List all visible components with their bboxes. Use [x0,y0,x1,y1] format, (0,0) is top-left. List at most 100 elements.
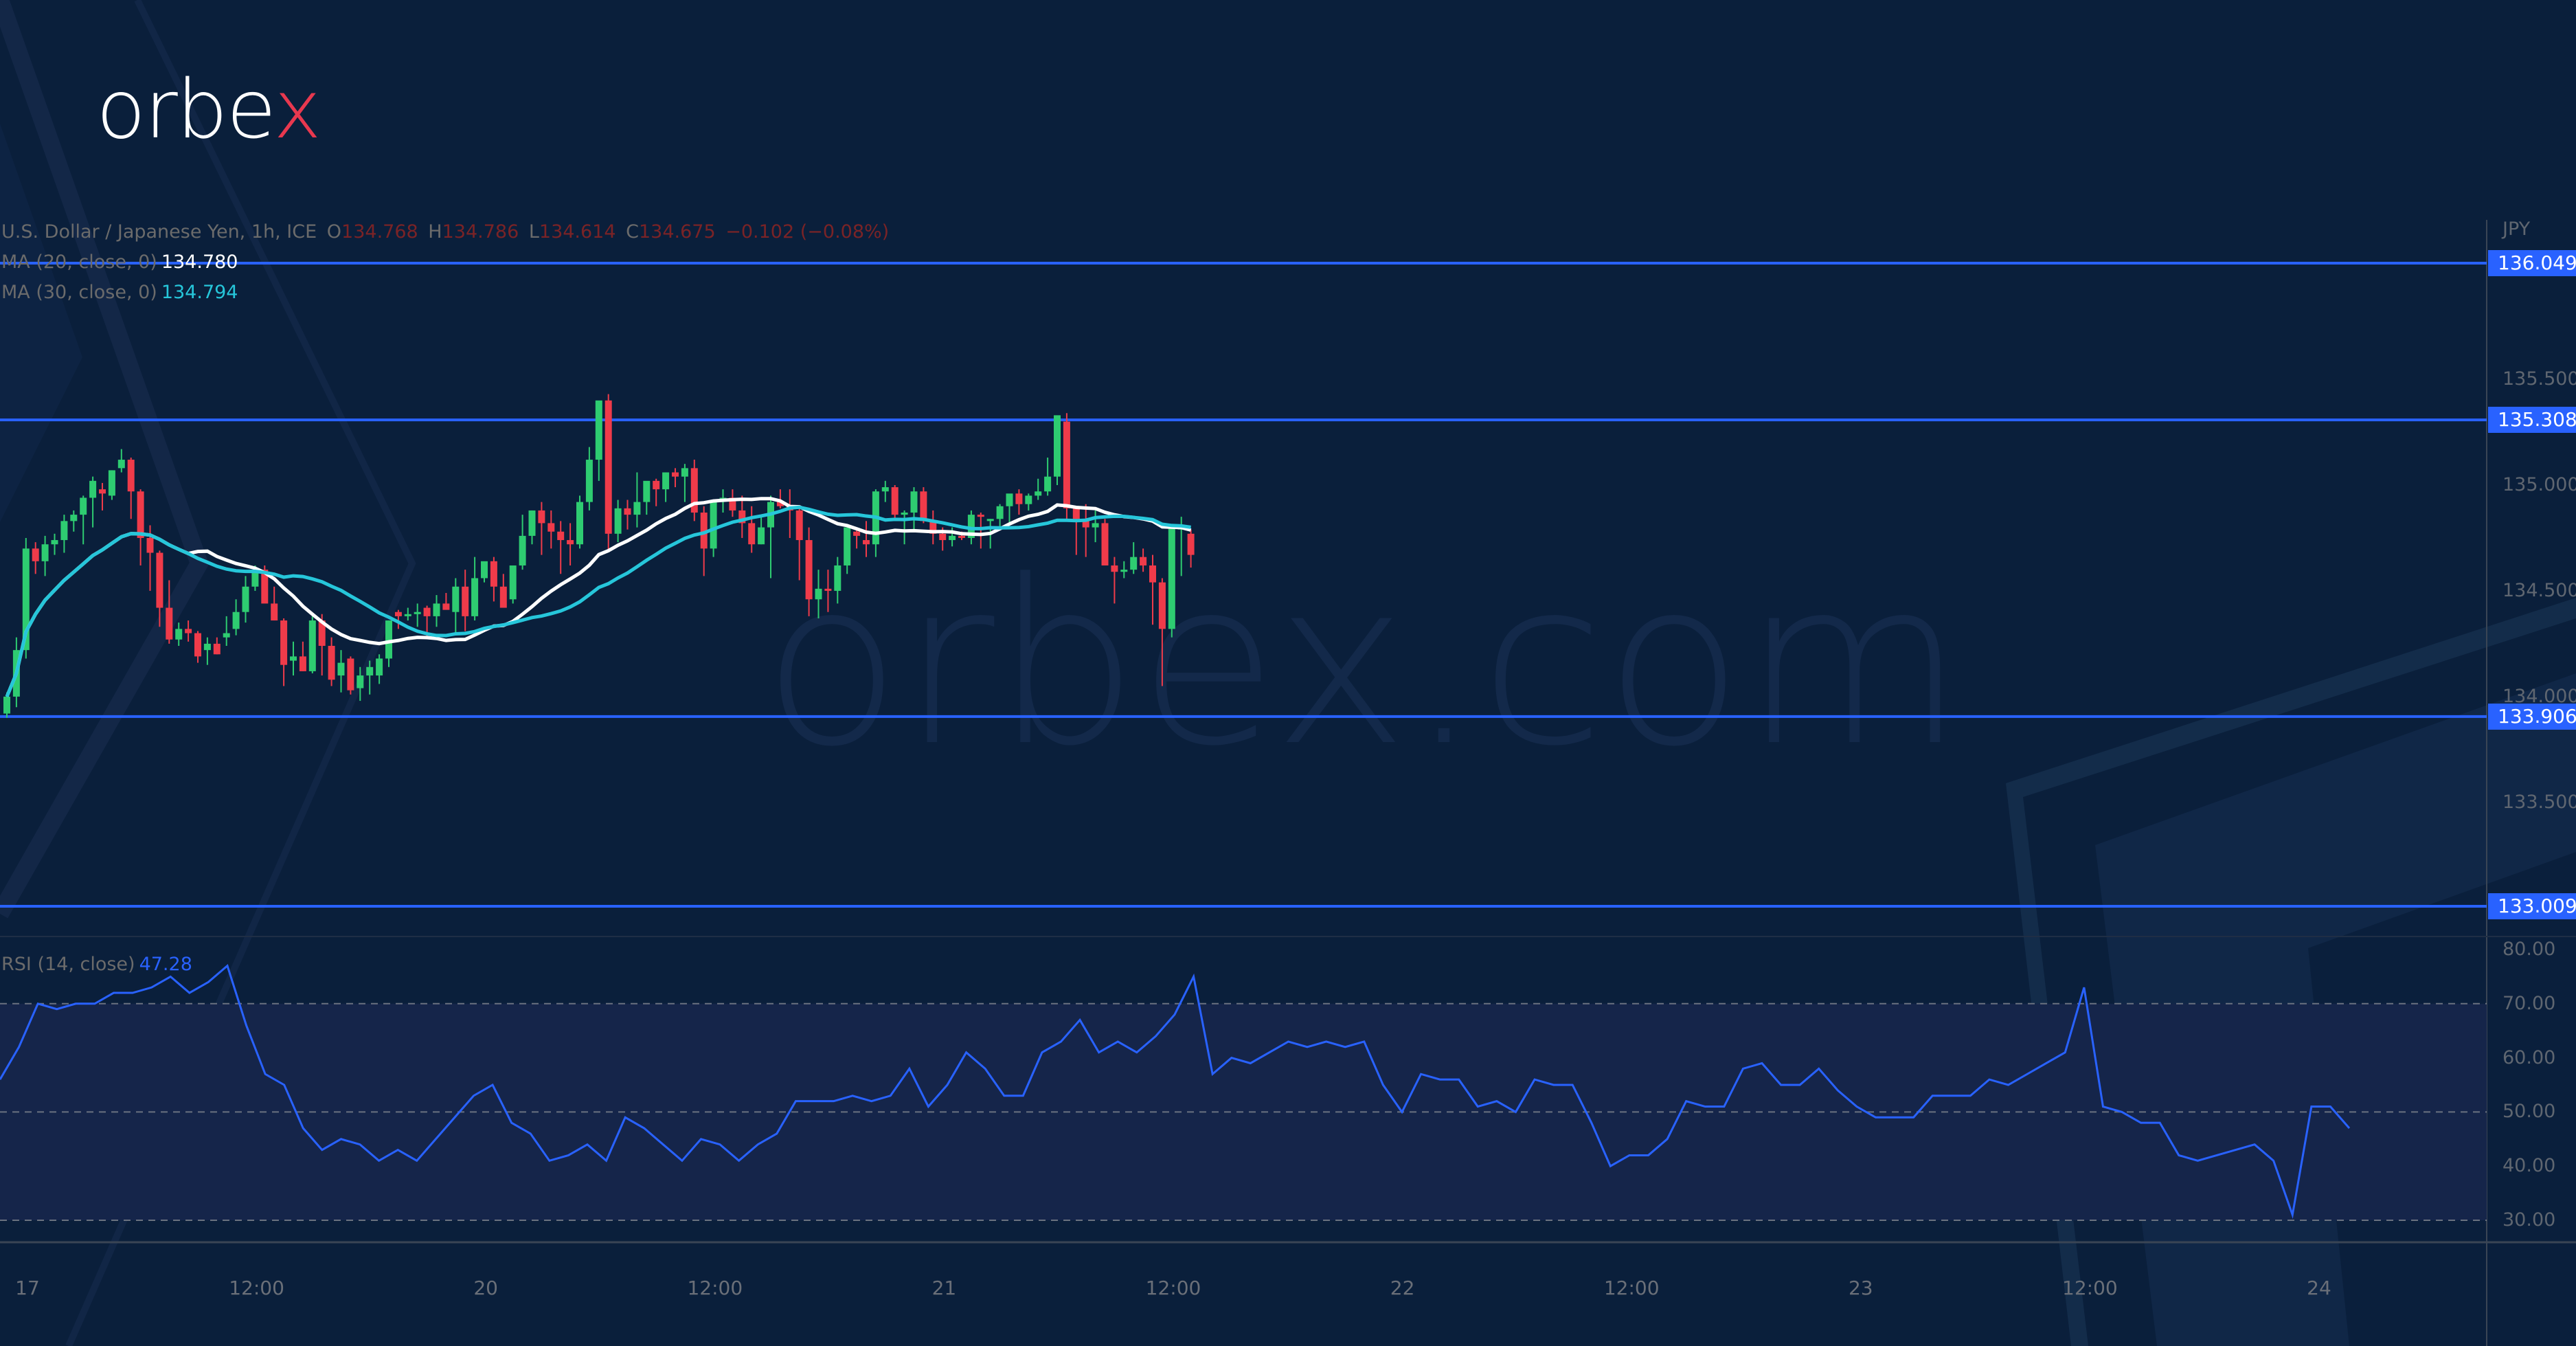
rsi-tick: 60.00 [2502,1046,2556,1068]
candle-body [528,510,536,536]
candle-body [1054,415,1061,477]
candle-body [949,535,956,541]
candle-body [242,586,249,612]
candle-body [805,540,813,600]
currency-label: JPY [2502,218,2531,240]
candle-body [194,633,201,657]
price-level-tag: 136.049 [2488,250,2576,276]
candle-body [70,515,78,521]
candle-body [1044,476,1052,492]
rsi-tick: 50.00 [2502,1101,2556,1123]
candle-body [996,506,1004,519]
candle-body [624,508,631,515]
candle-body [1035,491,1042,496]
candle-body [538,510,545,524]
price-level-tag: 135.308 [2488,407,2576,434]
candle-body [223,633,230,638]
price-tick: 135.000 [2502,473,2576,495]
rsi-line [0,964,2351,1220]
candle-body [452,586,460,612]
low-value: 134.614 [539,221,616,243]
candle-body [977,515,984,517]
legend-symbol-row: U.S. Dollar / Japanese Yen, 1h, ICE O134… [1,221,890,243]
candle-body [347,658,354,691]
price-tick: 134.000 [2502,685,2576,707]
close-value: 134.675 [639,221,716,243]
ma20-value: 134.780 [161,251,238,273]
candle-body [729,497,736,511]
legend-ma30: MA (30, close, 0) 134.794 [1,282,238,303]
rsi-value: 47.28 [139,954,192,975]
price-tick: 134.500 [2502,579,2576,601]
candle-body [1120,570,1128,572]
time-tick: 20 [473,1277,499,1299]
candle-body [442,603,450,610]
rsi-tick: 80.00 [2502,939,2556,960]
time-tick: 23 [1848,1277,1873,1299]
candle-body [653,480,660,490]
price-level-tag: 133.906 [2488,703,2576,730]
candle-body [662,472,670,490]
candle-body [117,460,125,469]
candle-body [357,675,364,688]
candle-body [595,400,602,460]
candle-body [920,491,927,521]
candle-body [299,656,306,671]
candle-body [1158,582,1166,629]
candle-body [1101,523,1109,565]
candle-body [471,578,479,616]
time-tick: 17 [15,1277,40,1299]
candle-body [509,565,517,600]
candle-body [700,513,708,549]
candle-body [146,537,154,553]
candle-body [394,612,402,616]
candle-body [251,570,259,587]
candle-body [328,645,335,680]
candle-body [967,515,975,538]
ma30-value: 134.794 [161,282,238,303]
candle-body [901,513,908,515]
candle-body [213,643,221,655]
candle-body [748,523,756,545]
candle-body [318,620,326,646]
candle-body [127,460,135,492]
candle-body [462,586,469,616]
candle-body [1149,565,1156,583]
candle-body [738,510,746,524]
candle-body [290,656,297,661]
candle-body [1082,519,1089,528]
candle-body [681,468,688,477]
candle-body [1015,493,1023,504]
candle-body [547,523,555,532]
candle-body [1111,565,1118,572]
candle-body [433,603,440,616]
candle-body [863,540,870,545]
price-level-tag: 133.009 [2488,893,2576,920]
candle-body [89,480,97,498]
candle-body [1072,508,1080,519]
candle-body [758,527,765,545]
price-tick: 135.500 [2502,368,2576,390]
candle-body [958,535,965,538]
candle-body [614,508,622,534]
candle-body [1140,557,1147,565]
candle-body [815,588,822,600]
time-tick: 12:00 [1145,1277,1201,1299]
candle-body [1187,533,1195,555]
time-tick: 12:00 [1603,1277,1660,1299]
candle-body [844,527,851,565]
candle-body [710,500,717,549]
candle-body [423,607,431,616]
candle-body [280,620,288,665]
candle-body [404,614,411,616]
candle-body [824,588,832,591]
candle-body [80,497,87,515]
candle-body [271,603,278,621]
time-tick: 21 [931,1277,957,1299]
candle-body [137,491,144,538]
candle-body [643,480,651,502]
time-tick: 12:00 [2062,1277,2118,1299]
time-tick: 12:00 [229,1277,284,1299]
